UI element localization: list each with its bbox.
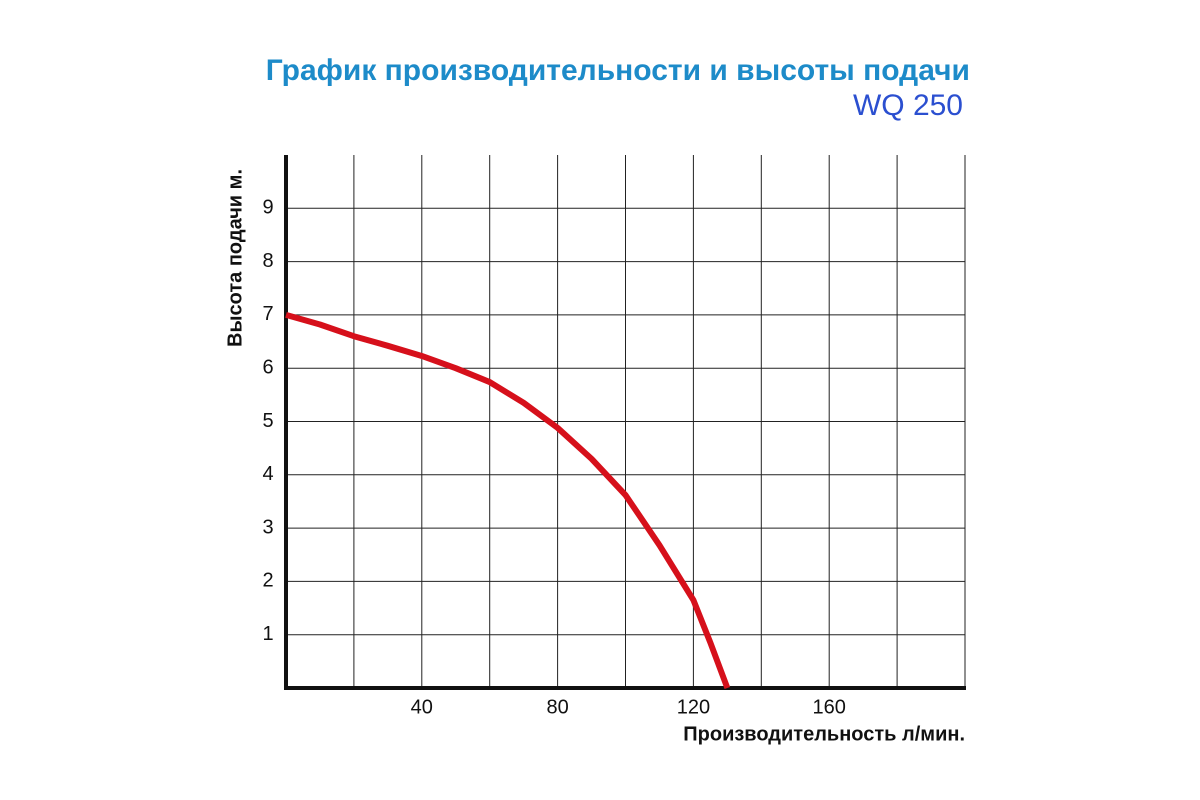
x-tick-label: 80: [546, 696, 568, 718]
x-axis-title: Производительность л/мин.: [683, 723, 965, 745]
chart-subtitle: WQ 250: [853, 89, 963, 122]
x-tick-label: 160: [813, 696, 846, 718]
chart-title: График производительности и высоты подач…: [266, 54, 970, 87]
y-tick-label: 3: [262, 516, 273, 538]
data-line: [285, 312, 731, 690]
y-tick-label: 5: [262, 410, 273, 432]
y-tick-label: 4: [262, 463, 273, 485]
y-tick-label: 8: [262, 250, 273, 272]
x-tick-label: 40: [411, 696, 433, 718]
y-tick-label: 1: [262, 623, 273, 645]
y-tick-label: 6: [262, 356, 273, 378]
y-tick-label: 7: [262, 303, 273, 325]
y-tick-label: 9: [262, 197, 273, 219]
x-tick-label: 120: [677, 696, 710, 718]
y-tick-label: 2: [262, 570, 273, 592]
y-axis-title: Высота подачи м.: [224, 169, 246, 347]
